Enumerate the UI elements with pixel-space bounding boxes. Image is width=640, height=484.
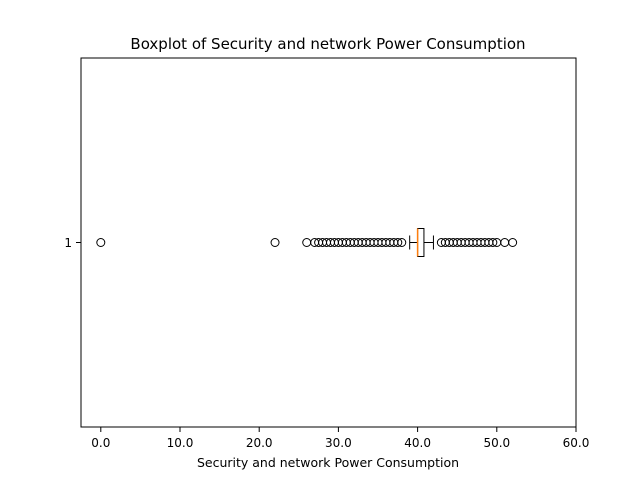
x-axis: 0.0 10.0 20.0 30.0 40.0 50.0 60.0 [91,427,589,450]
outlier-point [488,238,498,247]
x-tick-label: 10.0 [167,436,194,450]
x-tick-label: 60.0 [563,436,590,450]
y-tick-label: 1 [64,236,72,250]
x-tick-label: 30.0 [325,436,352,450]
x-tick-label: 40.0 [404,436,431,450]
outlier-point [397,238,407,247]
x-tick-label: 50.0 [483,436,510,450]
chart-title: Boxplot of Security and network Power Co… [130,35,525,53]
outlier-point [270,238,280,247]
plot-area [96,228,518,257]
outlier-point [393,238,403,247]
x-axis-label: Security and network Power Consumption [197,455,459,470]
outlier-point [96,238,106,247]
x-tick-label: 0.0 [91,436,110,450]
x-tick-label: 20.0 [246,436,273,450]
y-axis: 1 [64,236,81,250]
outlier-point [508,238,518,247]
